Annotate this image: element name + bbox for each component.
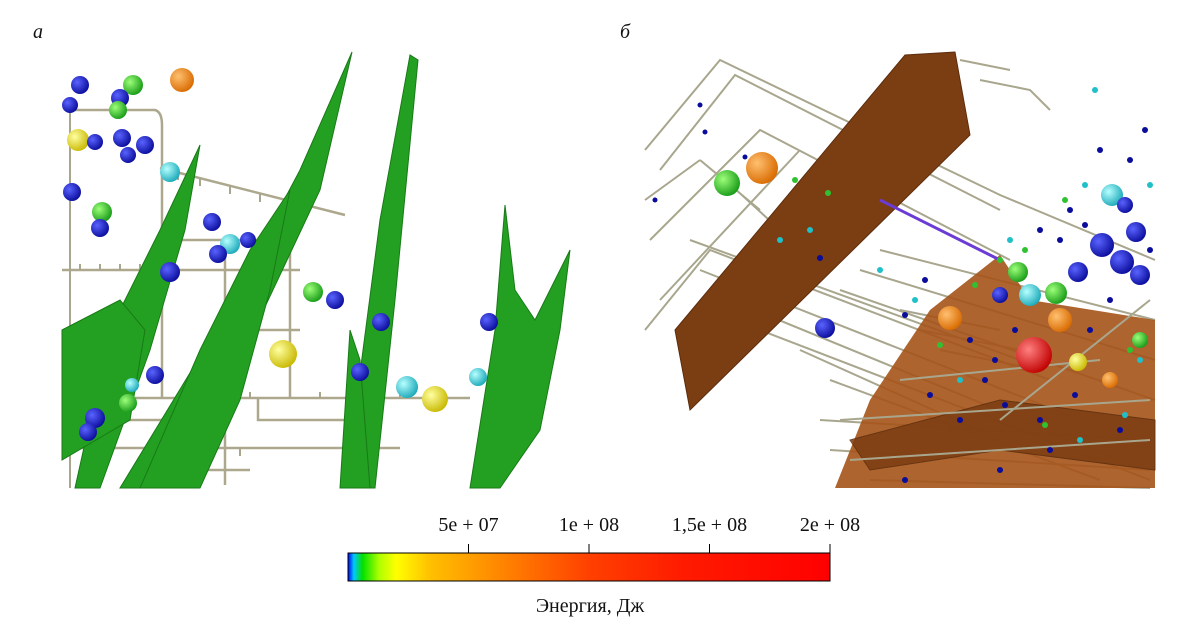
tick-label: 1e + 08	[559, 514, 619, 536]
colorbar: 5e + 07 1e + 08 1,5e + 08 2e + 08 Энергия, …	[347, 514, 860, 617]
colorbar-ticks: 5e + 07 1e + 08 1,5e + 08 2e + 08	[438, 514, 860, 553]
tick-label: 2e + 08	[800, 514, 860, 536]
tick-label: 1,5e + 08	[672, 514, 747, 536]
panel-b-image	[644, 51, 1156, 489]
tick-label: 5e + 07	[438, 514, 498, 536]
panel-label: б	[620, 21, 631, 43]
panel-a-image	[61, 51, 571, 489]
colorbar-label: Энергия, Дж	[536, 595, 645, 617]
panel-label: а	[33, 21, 43, 43]
colorbar-bar	[347, 552, 831, 582]
